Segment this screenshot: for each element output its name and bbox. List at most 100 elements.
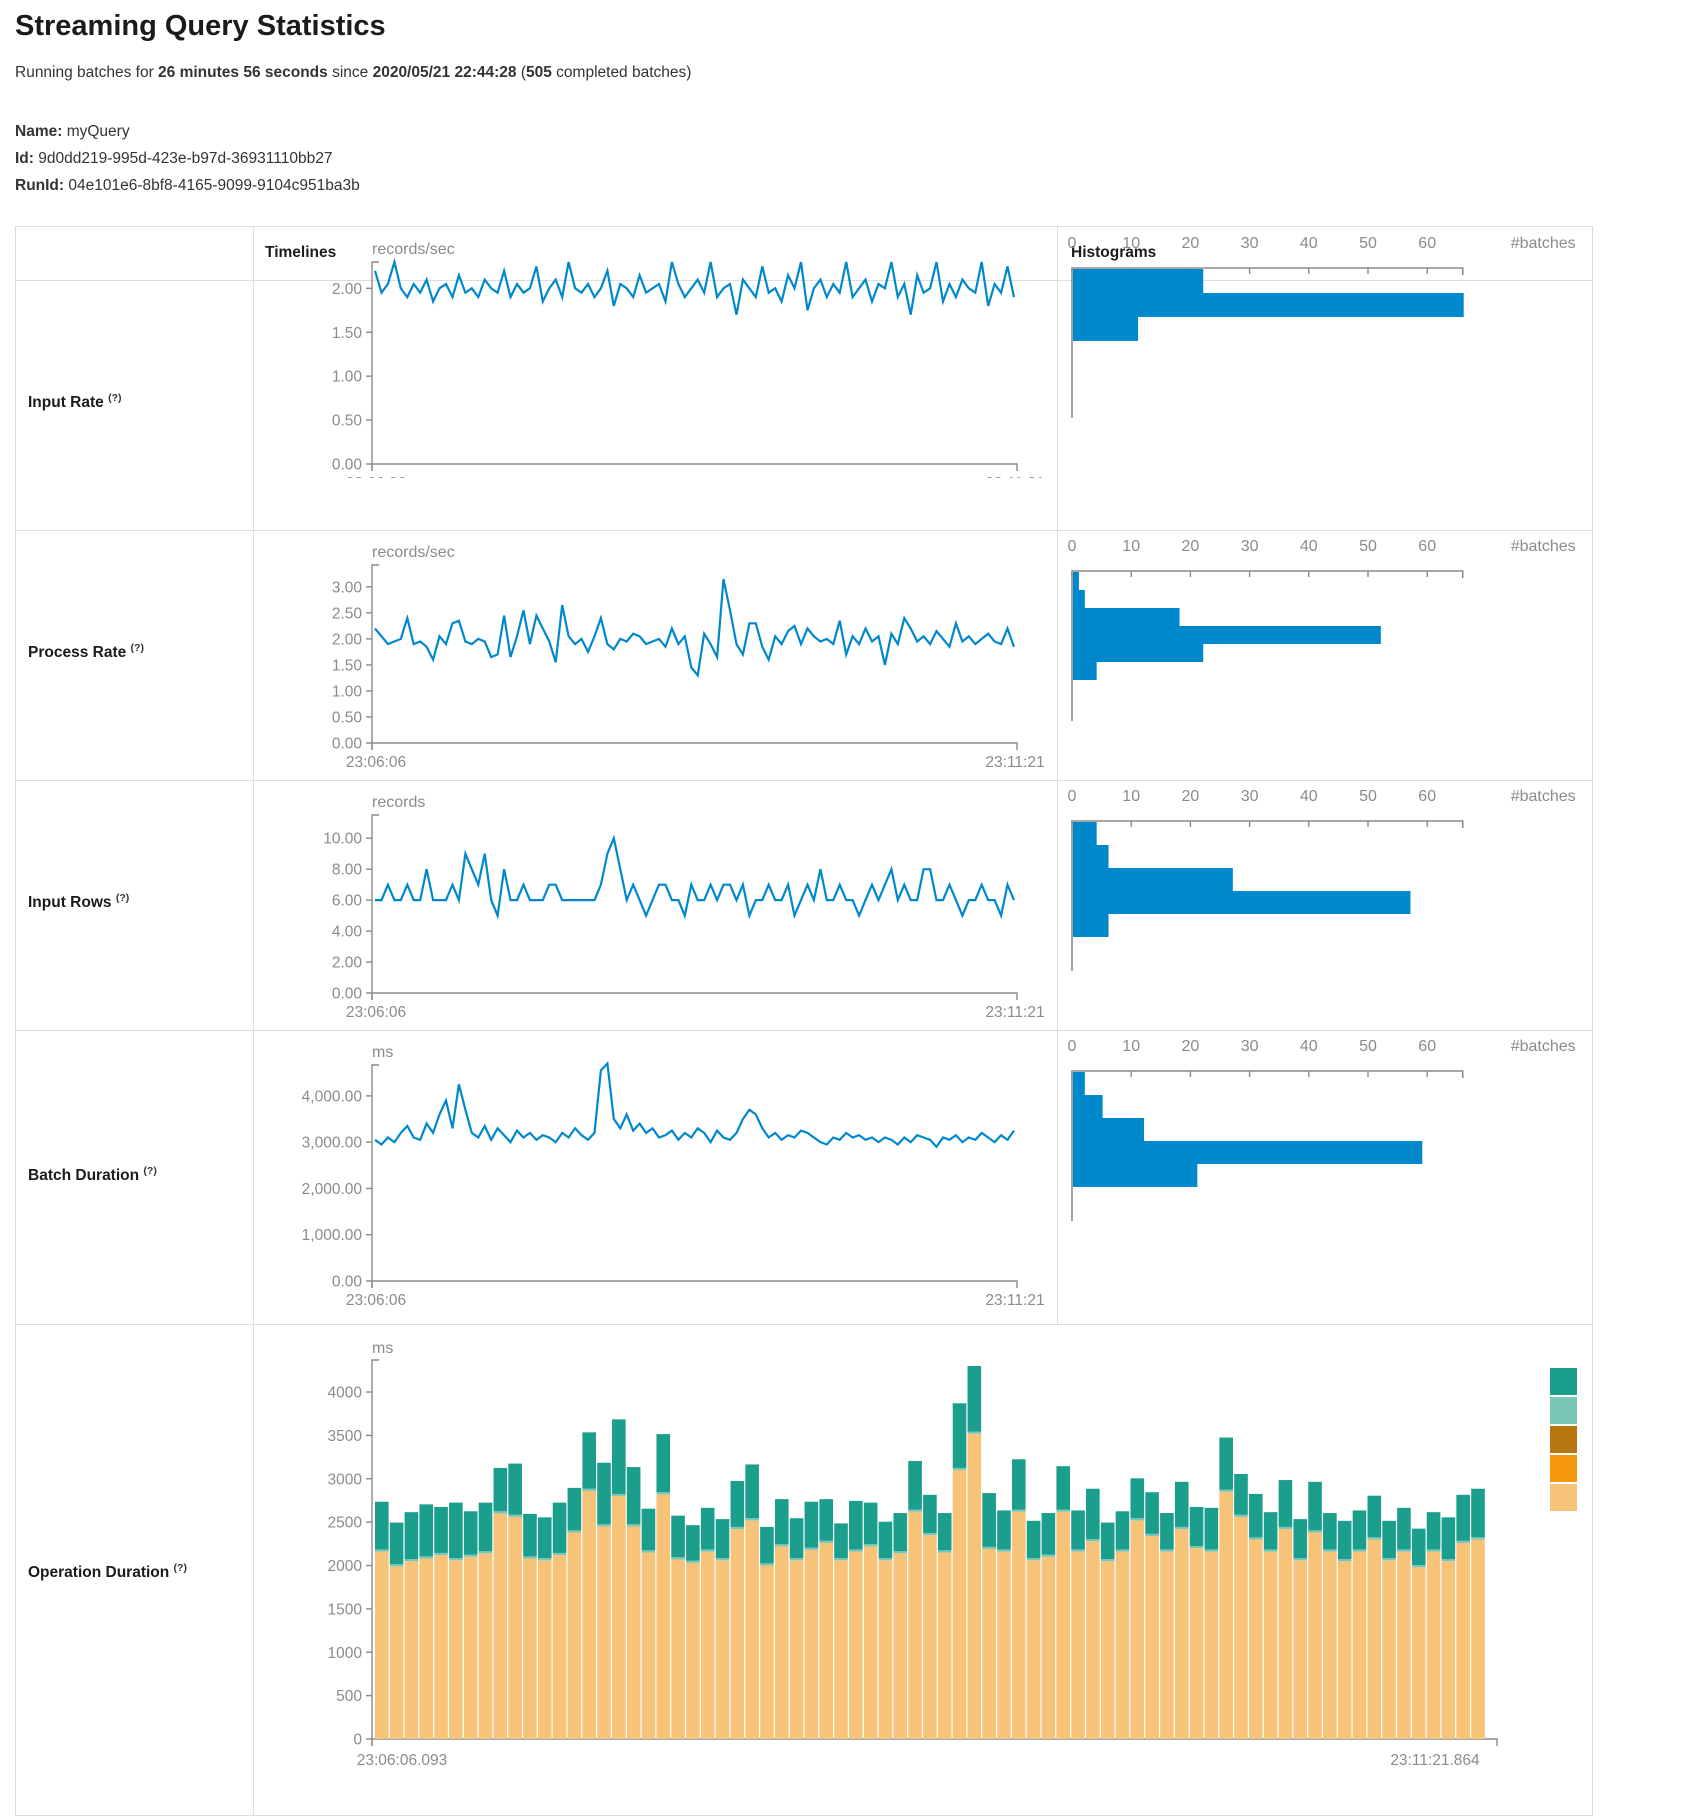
process-rate-timeline: records/sec3.002.502.001.501.000.500.002… <box>332 544 1045 771</box>
legend-swatch <box>1550 1426 1577 1453</box>
svg-text:40: 40 <box>1300 1038 1318 1055</box>
row-label-batch-duration: Batch Duration (?) <box>28 1165 157 1185</box>
svg-text:30: 30 <box>1241 538 1259 555</box>
svg-text:40: 40 <box>1300 538 1318 555</box>
start-timestamp: 2020/05/21 22:44:28 <box>372 64 517 81</box>
svg-text:4,000.00: 4,000.00 <box>302 1088 363 1105</box>
input-rate-histogram-bar <box>1073 317 1139 341</box>
batch-duration-histogram-bar <box>1073 1118 1145 1141</box>
legend-swatch <box>1550 1368 1577 1395</box>
query-id-label: Id: <box>15 150 34 167</box>
query-id-line: Id: 9d0dd219-995d-423e-b97d-36931110bb27 <box>15 145 360 172</box>
input-rate-line-series <box>373 257 1016 315</box>
input-rate-histogram-bar <box>1073 269 1204 293</box>
batch-duration-line-series <box>374 1061 1015 1149</box>
svg-text:0: 0 <box>1068 788 1077 805</box>
legend-swatch <box>1550 1484 1577 1511</box>
process-rate-histogram-bar <box>1073 608 1180 626</box>
svg-text:2500: 2500 <box>328 1515 363 1532</box>
svg-text:20: 20 <box>1182 235 1200 252</box>
process-rate-timeline-chart: records/sec3.002.502.001.501.000.500.002… <box>332 544 1045 771</box>
legend-swatch <box>1550 1455 1577 1482</box>
table-divider <box>16 1324 1592 1325</box>
help-icon[interactable]: (?) <box>115 892 130 904</box>
svg-text:50: 50 <box>1359 1038 1377 1055</box>
process-rate-histogram-bar <box>1073 626 1381 644</box>
batch-duration-histogram-bar <box>1073 1141 1423 1164</box>
svg-text:30: 30 <box>1241 788 1259 805</box>
batch-duration-histogram-bar <box>1073 1095 1103 1118</box>
svg-text:2,000.00: 2,000.00 <box>302 1181 363 1198</box>
svg-text:2.00: 2.00 <box>332 631 363 648</box>
svg-text:records/sec: records/sec <box>372 241 455 258</box>
svg-text:0.50: 0.50 <box>332 709 363 726</box>
svg-text:30: 30 <box>1241 1038 1259 1055</box>
process-rate-histogram-chart: 0 10 20 30 40 50 60 #batches <box>1068 538 1576 721</box>
column-header-timelines: Timelines <box>265 244 337 261</box>
completed-batch-count: 505 <box>525 64 552 81</box>
svg-text:1000: 1000 <box>328 1645 363 1662</box>
svg-text:50: 50 <box>1359 235 1377 252</box>
table-divider <box>1057 227 1058 1324</box>
svg-text:records: records <box>372 794 425 811</box>
svg-text:10: 10 <box>1122 235 1140 252</box>
help-icon[interactable]: (?) <box>173 1562 187 1574</box>
svg-text:20: 20 <box>1182 788 1200 805</box>
svg-text:23:06:06: 23:06:06 <box>346 1292 406 1309</box>
svg-text:10: 10 <box>1122 1038 1140 1055</box>
help-icon[interactable]: (?) <box>108 392 122 404</box>
summary-paren: ( <box>516 64 526 81</box>
svg-text:ms: ms <box>372 1340 393 1357</box>
query-id-value: 9d0dd219-995d-423e-b97d-36931110bb27 <box>33 150 333 167</box>
input-rate-histogram-chart: 0 10 20 30 40 50 60 #batches <box>1068 235 1576 418</box>
summary-since: since <box>327 64 373 81</box>
svg-text:#batches: #batches <box>1511 538 1576 555</box>
svg-text:60: 60 <box>1418 1038 1436 1055</box>
svg-text:10.00: 10.00 <box>323 831 362 848</box>
svg-text:10: 10 <box>1122 538 1140 555</box>
svg-text:#batches: #batches <box>1511 235 1576 252</box>
process-rate-line-series <box>374 578 1016 678</box>
svg-text:23:11:21: 23:11:21 <box>985 754 1044 771</box>
svg-text:0: 0 <box>1068 235 1077 252</box>
svg-text:ms: ms <box>372 1044 393 1061</box>
input-rows-histogram-bar <box>1073 822 1097 845</box>
svg-text:40: 40 <box>1300 788 1318 805</box>
svg-text:3.00: 3.00 <box>332 579 363 596</box>
query-name-label: Name: <box>15 123 63 140</box>
process-rate-histogram-bar <box>1073 572 1079 590</box>
summary-prefix: Running batches for <box>15 64 159 81</box>
svg-text:0.00: 0.00 <box>332 986 363 1003</box>
svg-text:0: 0 <box>1068 538 1077 555</box>
table-divider <box>253 227 254 1815</box>
svg-text:1.50: 1.50 <box>332 657 363 674</box>
svg-text:1.50: 1.50 <box>332 325 363 342</box>
svg-text:60: 60 <box>1418 788 1436 805</box>
svg-text:3000: 3000 <box>328 1471 363 1488</box>
help-icon[interactable]: (?) <box>130 642 144 654</box>
input-rows-histogram-bar <box>1073 868 1233 891</box>
svg-text:1500: 1500 <box>328 1601 363 1618</box>
input-rows-histogram-bar <box>1073 845 1109 868</box>
help-icon[interactable]: (?) <box>143 1165 157 1177</box>
svg-text:10: 10 <box>1122 788 1140 805</box>
row-label-input-rows: Input Rows (?) <box>28 892 130 912</box>
svg-text:20: 20 <box>1182 538 1200 555</box>
svg-text:23:11:21: 23:11:21 <box>985 475 1044 478</box>
svg-text:23:11:21: 23:11:21 <box>985 1292 1044 1309</box>
batch-duration-timeline: ms4,000.003,000.002,000.001,000.000.0023… <box>302 1044 1045 1309</box>
input-rows-histogram-bar <box>1073 891 1411 914</box>
batch-duration-histogram-chart: 0 10 20 30 40 50 60 #batches <box>1068 1038 1576 1221</box>
svg-text:records/sec: records/sec <box>372 544 455 561</box>
row-label-process-rate: Process Rate (?) <box>28 642 144 662</box>
svg-text:#batches: #batches <box>1511 788 1576 805</box>
query-runid-label: RunId: <box>15 177 65 194</box>
running-duration: 26 minutes 56 seconds <box>158 64 328 81</box>
svg-text:20: 20 <box>1182 1038 1200 1055</box>
svg-text:23:06:06: 23:06:06 <box>346 1004 406 1021</box>
input-rate-histogram: 0 10 20 30 40 50 60 #batches <box>1068 235 1576 418</box>
row-label-input-rate: Input Rate (?) <box>28 392 122 412</box>
svg-text:50: 50 <box>1359 538 1377 555</box>
batch-duration-histogram: 0 10 20 30 40 50 60 #batches <box>1068 1038 1576 1221</box>
